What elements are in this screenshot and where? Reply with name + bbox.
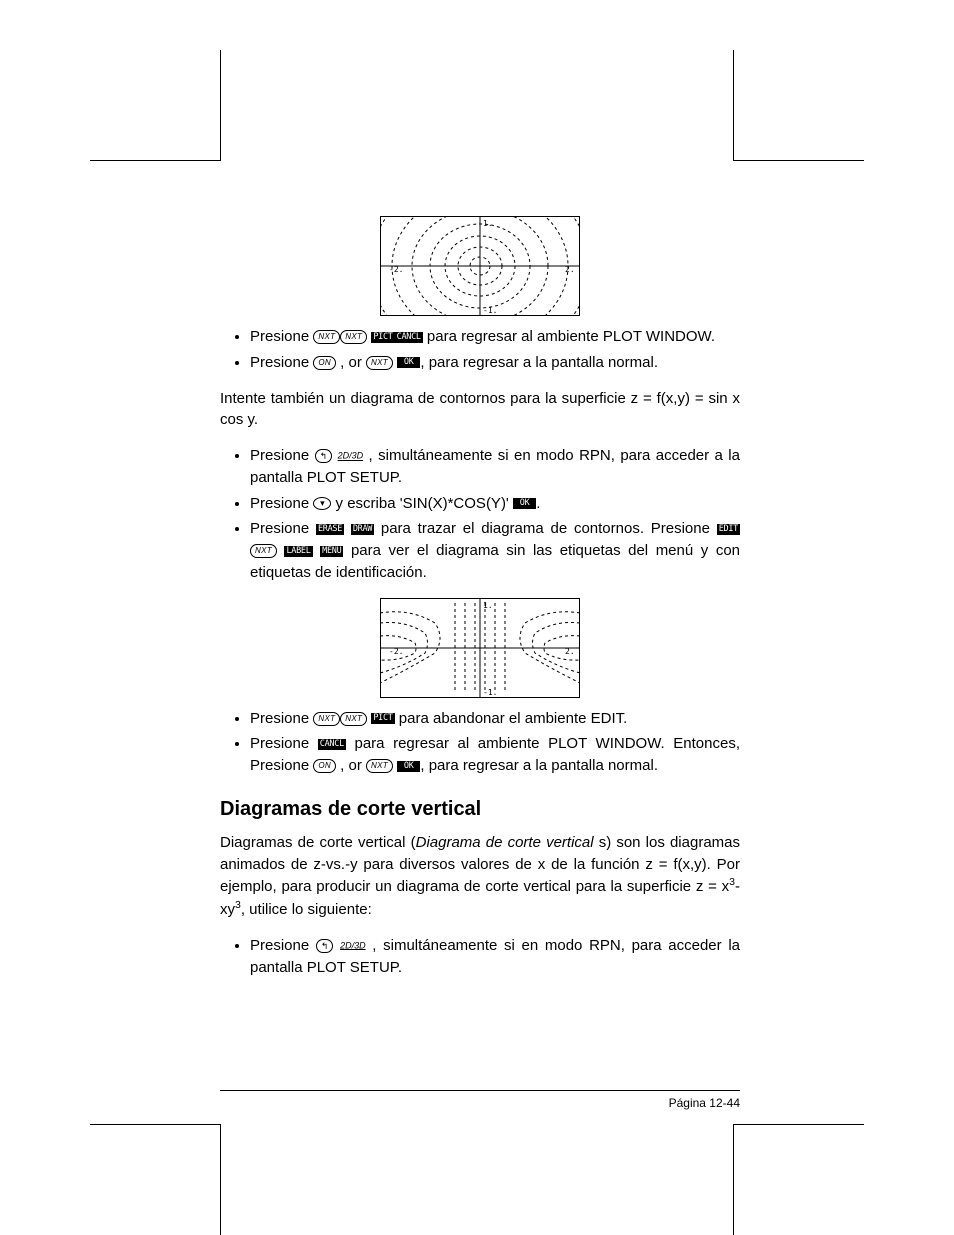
bullet-list-c: Presione NXTNXT PICT para abandonar el a… [220,708,740,777]
list-item: Presione ↰ 2D/3D , simultáneamente si en… [250,445,740,489]
bullet-list-d: Presione ↰ 2D/3D , simultáneamente si en… [220,935,740,979]
softlabel-2d3d: 2D/3D [340,940,366,950]
paragraph: Intente también un diagrama de contornos… [220,388,740,432]
bullet-list-a: Presione NXTNXT PICTCANCL para regresar … [220,326,740,374]
softkey-draw: DRAW [351,524,374,535]
softkey-cancl: CANCL [395,332,423,343]
section-heading: Diagramas de corte vertical [220,795,740,824]
list-item: Presione ▾ y escriba 'SIN(X)*COS(Y)' OK … [250,493,740,515]
softkey-ok: OK [397,761,420,772]
key-nxt: NXT [250,544,277,558]
key-nxt: NXT [313,330,340,344]
crop-mark-bl [90,1124,221,1235]
bullet-list-b: Presione ↰ 2D/3D , simultáneamente si en… [220,445,740,584]
list-item: Presione NXTNXT PICTCANCL para regresar … [250,326,740,348]
key-on: ON [313,356,336,370]
key-nxt: NXT [340,712,367,726]
key-on: ON [313,759,336,773]
svg-text:-2.: -2. [389,647,403,656]
key-nxt: NXT [366,759,393,773]
list-item: Presione CANCL para regresar al ambiente… [250,733,740,777]
key-leftshift: ↰ [316,939,334,953]
list-item: Presione ON , or NXT OK , para regresar … [250,352,740,374]
page-footer: Página 12-44 [220,1090,740,1112]
crop-mark-tl [90,50,221,161]
softkey-menu: MENU [320,546,343,557]
softlabel-2d3d: 2D/3D [338,451,364,461]
key-leftshift: ↰ [315,449,333,463]
softkey-pict: PICT [371,713,394,724]
softkey-edit: EDIT [717,524,740,535]
paragraph: Diagramas de corte vertical (Diagrama de… [220,832,740,921]
key-down: ▾ [313,497,331,510]
key-nxt: NXT [366,356,393,370]
softkey-cancl: CANCL [318,739,346,750]
softkey-ok: OK [513,498,536,509]
svg-text:-1.: -1. [483,688,497,697]
svg-text:-2.: -2. [389,265,403,274]
svg-text:-1.: -1. [483,306,497,315]
svg-text:2.: 2. [565,647,575,656]
svg-text:1.: 1. [483,219,493,228]
contour-plot-2: -2. 2. 1. -1. [380,598,580,698]
softkey-label: LABEL [284,546,312,557]
list-item: Presione ERASE DRAW para trazar el diagr… [250,518,740,583]
key-nxt: NXT [313,712,340,726]
list-item: Presione NXTNXT PICT para abandonar el a… [250,708,740,730]
key-nxt: NXT [340,330,367,344]
page-content: -2. 2. 1. -1. Presione NXTNXT PICTCANCL … [220,210,740,992]
crop-mark-br [733,1124,864,1235]
svg-text:2.: 2. [565,265,575,274]
contour-plot-1: -2. 2. 1. -1. [380,216,580,316]
svg-text:1.: 1. [483,601,493,610]
softkey-erase: ERASE [316,524,344,535]
softkey-ok: OK [397,357,420,368]
crop-mark-tr [733,50,864,161]
list-item: Presione ↰ 2D/3D , simultáneamente si en… [250,935,740,979]
softkey-pict: PICT [371,332,394,343]
